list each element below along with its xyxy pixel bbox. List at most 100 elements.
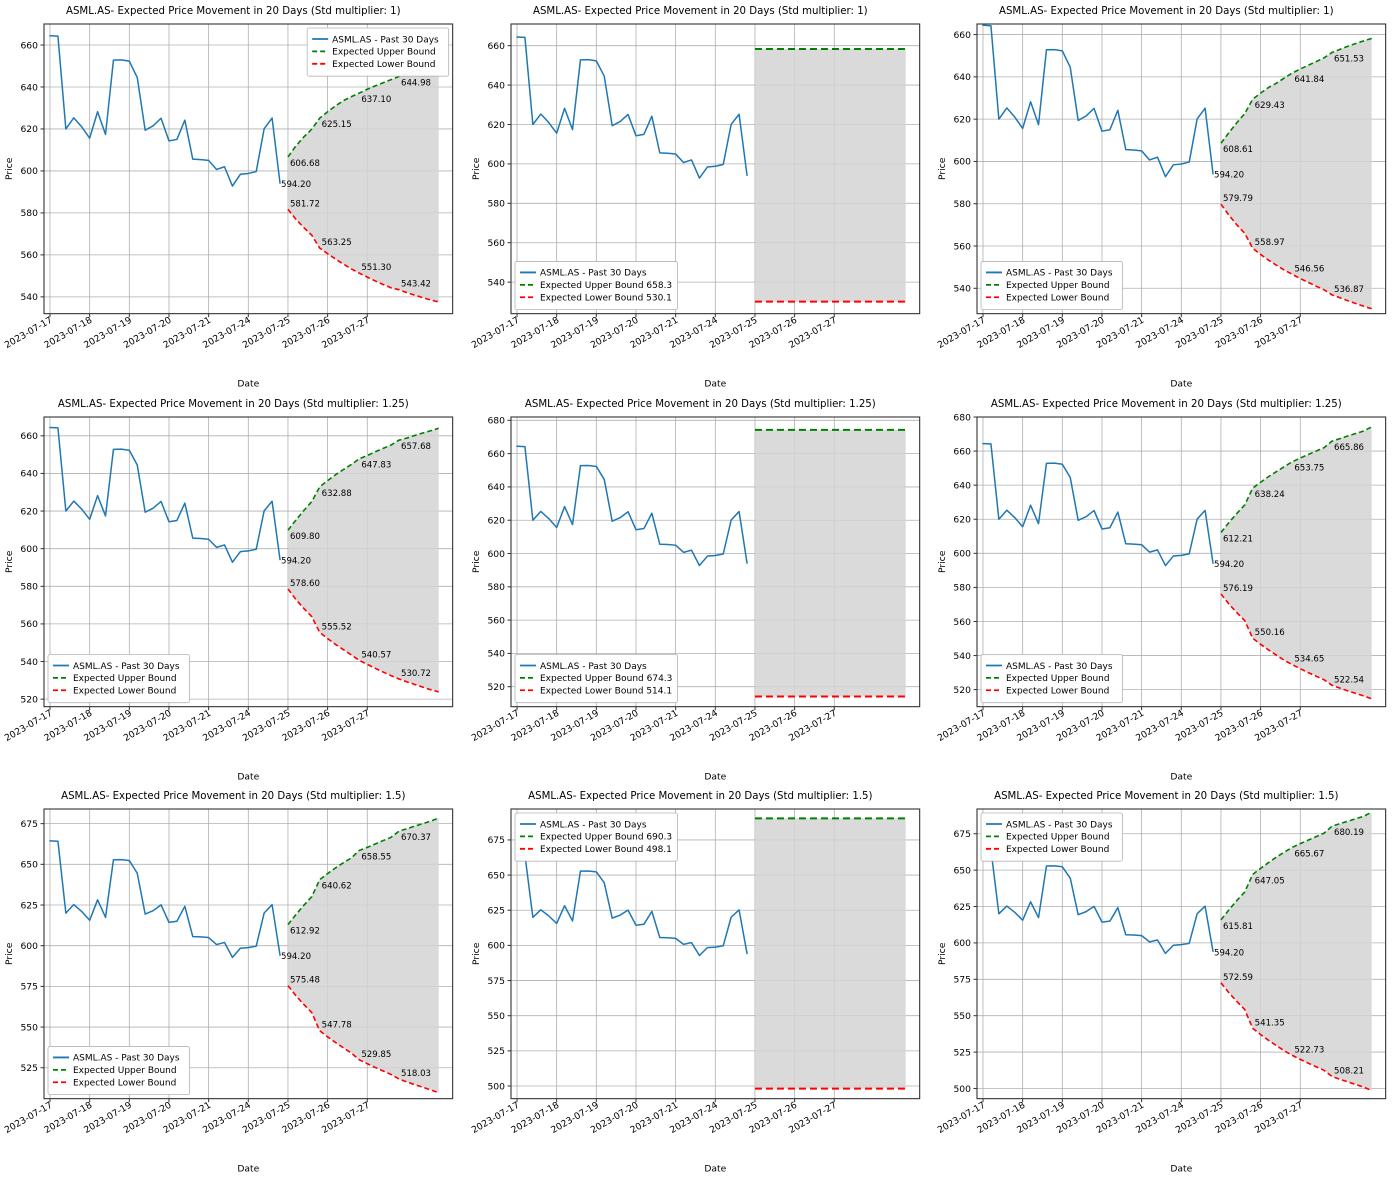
legend-label: Expected Lower Bound: [1006, 686, 1109, 696]
lower-bound-value-label: 536.87: [1334, 285, 1364, 295]
y-tick-label: 600: [954, 939, 972, 950]
chart-canvas: ASML.AS- Expected Price Movement in 20 D…: [469, 6, 920, 390]
legend-label: ASML.AS - Past 30 Days: [1006, 661, 1113, 671]
y-tick-label: 520: [487, 682, 505, 693]
lower-bound-value-label: 572.59: [1223, 973, 1253, 983]
y-tick-label: 550: [487, 1011, 505, 1022]
y-tick-label: 560: [20, 250, 38, 261]
y-tick-label: 650: [20, 860, 38, 871]
chart-panel-7: ASML.AS- Expected Price Movement in 20 D…: [467, 785, 934, 1178]
lower-bound-value-label: 551.30: [361, 263, 391, 273]
y-tick-label: 540: [20, 656, 38, 667]
lower-bound-value-label: 563.25: [322, 238, 352, 248]
history-line: [982, 442, 1215, 566]
y-tick-label: 550: [20, 1023, 38, 1034]
y-tick-label: 600: [20, 544, 38, 555]
last-price-label: 594.20: [281, 952, 311, 962]
legend-label: Expected Upper Bound: [1006, 674, 1110, 684]
upper-bound-value-label: 658.55: [361, 853, 391, 863]
y-tick-label: 560: [487, 615, 505, 626]
y-tick-label: 640: [954, 480, 972, 491]
legend-label: ASML.AS - Past 30 Days: [540, 269, 647, 279]
upper-bound-value-label: 644.98: [401, 79, 431, 89]
upper-bound-value-label: 637.10: [361, 95, 391, 105]
y-tick-label: 620: [487, 120, 505, 131]
chart-canvas: ASML.AS- Expected Price Movement in 20 D…: [936, 399, 1387, 782]
legend-label: ASML.AS - Past 30 Days: [540, 661, 647, 671]
history-line: [49, 426, 281, 563]
forecast-band: [287, 818, 439, 1094]
upper-bound-value-label: 647.05: [1255, 877, 1285, 887]
upper-bound-value-label: 670.37: [401, 834, 431, 844]
x-axis-label: Date: [237, 379, 259, 390]
y-tick-label: 540: [487, 648, 505, 659]
y-tick-label: 575: [20, 982, 38, 993]
y-tick-label: 520: [20, 694, 38, 705]
y-tick-label: 680: [487, 415, 505, 426]
plot-frame: [43, 808, 454, 1100]
y-tick-label: 500: [954, 1084, 972, 1095]
legend-label: Expected Upper Bound 690.3: [540, 833, 672, 843]
y-axis-label: Price: [4, 550, 15, 573]
lower-bound-line: [287, 985, 439, 1094]
legend-label: ASML.AS - Past 30 Days: [1006, 269, 1113, 279]
chart-legend: ASML.AS - Past 30 Days Expected Upper Bou…: [514, 812, 678, 862]
y-tick-label: 560: [487, 238, 505, 249]
y-axis-label: Price: [4, 157, 15, 180]
y-tick-label: 620: [954, 114, 972, 125]
y-tick-label: 675: [487, 836, 505, 847]
chart-panel-8: ASML.AS- Expected Price Movement in 20 D…: [933, 785, 1400, 1178]
y-tick-label: 620: [20, 506, 38, 517]
upper-bound-value-label: 651.53: [1334, 54, 1364, 64]
y-tick-label: 560: [954, 241, 972, 252]
chart-canvas: ASML.AS- Expected Price Movement in 20 D…: [3, 791, 454, 1175]
upper-bound-value-label: 615.81: [1223, 922, 1253, 932]
x-axis-label: Date: [704, 771, 726, 782]
forecast-band: [1221, 38, 1372, 309]
lower-bound-value-label: 579.79: [1223, 194, 1253, 204]
y-tick-label: 550: [954, 1011, 972, 1022]
upper-bound-value-label: 638.24: [1255, 490, 1285, 500]
upper-bound-line: [287, 427, 439, 531]
upper-bound-value-label: 641.84: [1295, 75, 1325, 85]
x-axis-label: Date: [237, 1164, 259, 1175]
last-price-label: 594.20: [281, 556, 311, 566]
y-tick-label: 580: [20, 208, 38, 219]
last-price-label: 594.20: [1214, 949, 1244, 959]
chart-panel-6: ASML.AS- Expected Price Movement in 20 D…: [0, 785, 467, 1178]
y-tick-label: 600: [487, 159, 505, 170]
y-tick-label: 525: [487, 1046, 505, 1057]
legend-label: Expected Upper Bound: [1006, 833, 1110, 843]
chart-title: ASML.AS- Expected Price Movement in 20 D…: [66, 6, 401, 17]
y-tick-label: 640: [487, 80, 505, 91]
lower-bound-value-label: 578.60: [290, 579, 320, 589]
y-tick-label: 620: [20, 124, 38, 135]
lower-bound-value-label: 576.19: [1223, 584, 1253, 594]
y-tick-label: 660: [20, 40, 38, 51]
y-tick-label: 625: [487, 906, 505, 917]
x-axis-label: Date: [704, 379, 726, 390]
y-tick-label: 580: [954, 582, 972, 593]
legend-label: ASML.AS - Past 30 Days: [1006, 821, 1113, 831]
history-line: [49, 35, 281, 187]
upper-bound-value-label: 629.43: [1255, 101, 1285, 111]
y-tick-label: 620: [954, 514, 972, 525]
history-line: [515, 854, 748, 957]
forecast-band: [1221, 812, 1372, 1091]
chart-legend: ASML.AS - Past 30 Days Expected Upper Bou…: [980, 812, 1124, 862]
forecast-band: [754, 818, 906, 1090]
lower-bound-line: [1220, 203, 1373, 310]
lower-bound-line: [1220, 593, 1373, 700]
y-tick-label: 675: [954, 829, 972, 840]
y-tick-label: 580: [20, 581, 38, 592]
chart-panel-0: ASML.AS- Expected Price Movement in 20 D…: [0, 0, 467, 393]
y-axis-label: Price: [471, 550, 482, 573]
y-tick-label: 680: [954, 412, 972, 423]
lower-bound-value-label: 530.72: [401, 669, 431, 679]
legend-label: Expected Upper Bound 658.3: [540, 281, 672, 291]
chart-canvas: ASML.AS- Expected Price Movement in 20 D…: [936, 6, 1387, 390]
chart-legend: ASML.AS - Past 30 Days Expected Upper Bou…: [980, 261, 1124, 311]
upper-bound-value-label: 680.19: [1334, 829, 1364, 839]
y-tick-label: 525: [20, 1063, 38, 1074]
